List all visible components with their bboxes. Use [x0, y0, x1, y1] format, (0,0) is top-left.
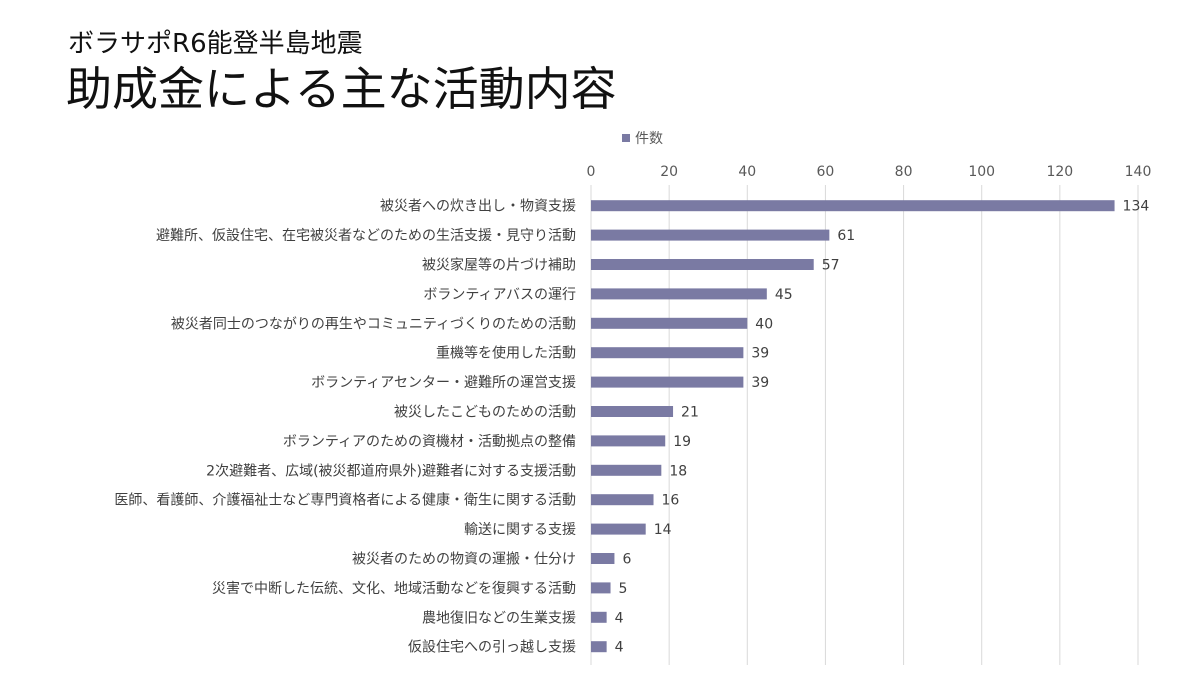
x-tick-label: 120: [1046, 164, 1073, 180]
data-label: 45: [775, 287, 793, 303]
data-label: 134: [1123, 199, 1150, 215]
category-label: 輸送に関する支援: [464, 522, 576, 538]
category-label: ボランティアバスの運行: [423, 287, 576, 303]
bar: [591, 641, 607, 653]
data-label: 4: [615, 640, 624, 656]
data-label: 18: [669, 463, 687, 479]
category-label: ボランティアセンター・避難所の運営支援: [311, 375, 576, 391]
category-label: 被災者への炊き出し・物資支援: [380, 199, 576, 215]
bar: [591, 435, 666, 447]
bar: [591, 494, 654, 506]
legend-label: 件数: [635, 131, 663, 147]
category-label: 避難所、仮設住宅、在宅被災者などのための生活支援・見守り活動: [156, 228, 576, 244]
x-tick-label: 60: [817, 164, 835, 180]
bar: [591, 347, 744, 359]
slide-subtitle: ボラサポR6能登半島地震: [68, 29, 363, 59]
data-label: 19: [673, 434, 691, 450]
category-label: 被災家屋等の片づけ補助: [422, 257, 576, 274]
legend: 件数: [622, 131, 663, 147]
data-label: 5: [619, 581, 628, 597]
x-tick-label: 80: [895, 164, 913, 180]
slide-title: 助成金による主な活動内容: [66, 62, 617, 116]
category-label: 災害で中断した伝統、文化、地域活動などを復興する活動: [212, 580, 576, 597]
bar: [591, 317, 748, 329]
bar: [591, 288, 767, 300]
data-label: 40: [755, 316, 773, 332]
data-label: 16: [662, 493, 680, 509]
category-label: 被災者のための物資の運搬・仕分け: [352, 552, 576, 568]
category-label: 重機等を使用した活動: [436, 345, 576, 362]
legend-swatch: [622, 134, 630, 142]
x-tick-label: 40: [738, 164, 756, 180]
data-label: 61: [837, 228, 855, 244]
bar: [591, 582, 611, 594]
bar: [591, 259, 814, 270]
gridlines: [590, 185, 1139, 665]
bar: [591, 523, 646, 535]
data-label: 14: [654, 522, 672, 538]
bar: [591, 464, 662, 476]
category-label: 仮設住宅への引っ越し支援: [408, 640, 576, 656]
x-tick-label: 0: [587, 164, 596, 180]
data-label: 6: [622, 552, 631, 568]
x-tick-label: 20: [660, 164, 678, 180]
data-label: 39: [751, 375, 769, 391]
x-axis-ticks: 0 20 40 60 80 100 120 140: [587, 164, 1152, 180]
category-label: 被災したこどものための活動: [394, 405, 576, 421]
category-label: 医師、看護師、介護福祉士など専門資格者による健康・衛生に関する活動: [114, 492, 576, 509]
bar: [591, 553, 615, 564]
bar: [591, 376, 744, 388]
bar: [591, 200, 1115, 212]
x-tick-label: 140: [1125, 164, 1152, 180]
category-label: 農地復旧などの生業支援: [422, 609, 576, 626]
category-label: 2次避難者、広域(被災都道府県外)避難者に対する支援活動: [206, 463, 576, 479]
category-labels: 被災者への炊き出し・物資支援避難所、仮設住宅、在宅被災者などのための生活支援・見…: [114, 199, 576, 656]
category-label: ボランティアのための資機材・活動拠点の整備: [283, 434, 576, 450]
bar: [591, 229, 830, 241]
data-label: 39: [751, 346, 769, 362]
data-label: 57: [822, 258, 840, 274]
bar: [591, 611, 607, 623]
category-label: 被災者同士のつながりの再生やコミュニティづくりのための活動: [171, 316, 576, 332]
data-label: 21: [681, 405, 699, 421]
x-tick-label: 100: [968, 164, 995, 180]
bars: [591, 200, 1115, 653]
data-label: 4: [615, 610, 624, 626]
bar: [591, 406, 674, 417]
